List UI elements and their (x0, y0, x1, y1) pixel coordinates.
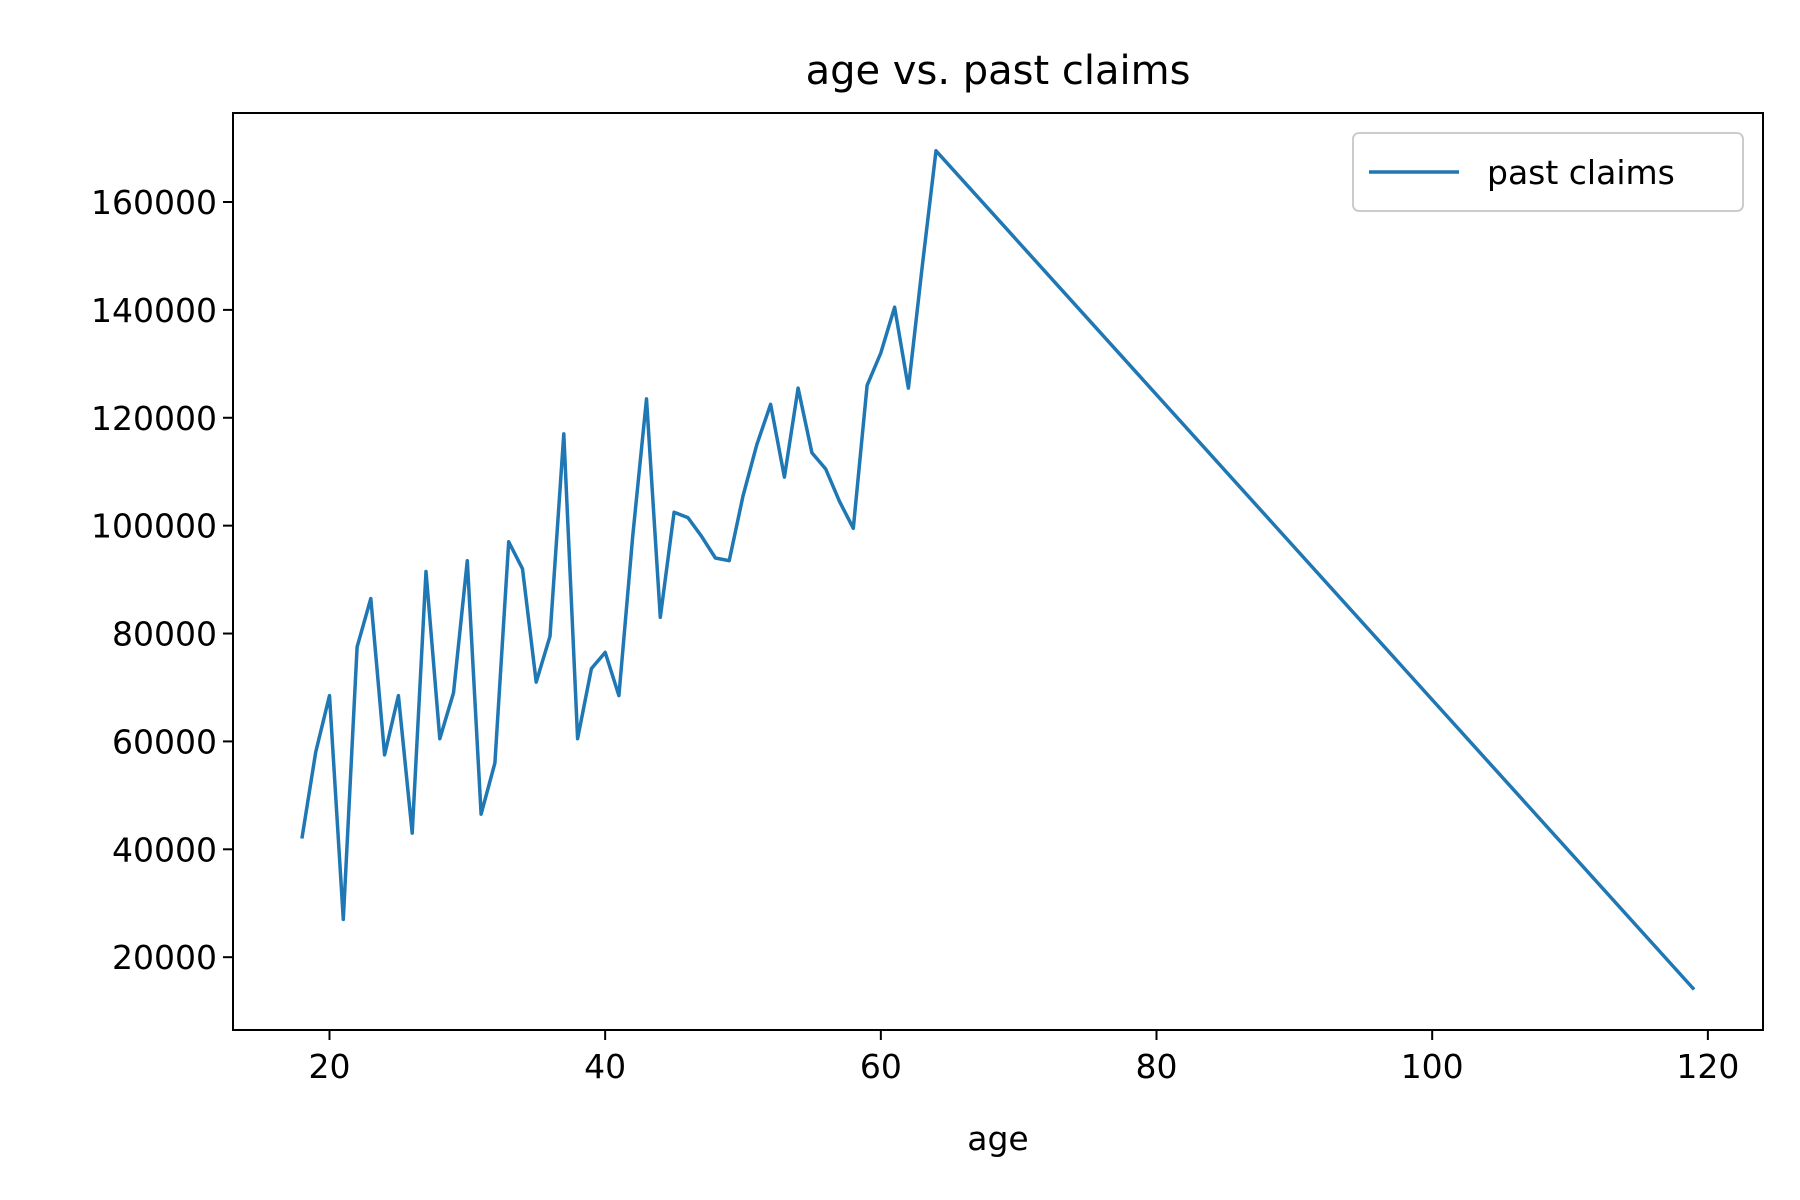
x-tick-label: 80 (1136, 1047, 1178, 1086)
x-tick-label: 120 (1676, 1047, 1739, 1086)
x-tick-label: 100 (1401, 1047, 1464, 1086)
legend-label: past claims (1487, 153, 1675, 192)
y-tick-label: 60000 (112, 722, 217, 761)
legend-box (1352, 132, 1744, 212)
y-tick-label: 40000 (112, 830, 217, 869)
plot-area (300, 149, 1696, 991)
x-axis-title: age (967, 1119, 1028, 1158)
x-tick-label: 60 (860, 1047, 902, 1086)
chart-title: age vs. past claims (806, 48, 1191, 94)
legend: past claims (1352, 132, 1744, 212)
y-axis: 20000 40000 60000 80000 100000 120000 140000 16… (91, 183, 233, 977)
x-tick-label: 40 (584, 1047, 626, 1086)
y-tick-label: 100000 (91, 507, 217, 546)
x-axis: 20 40 60 80 100 120 (308, 1030, 1739, 1086)
series-line (300, 149, 1696, 991)
x-tick-label: 20 (308, 1047, 350, 1086)
y-tick-label: 20000 (112, 938, 217, 977)
y-tick-label: 120000 (91, 399, 217, 438)
y-tick-label: 160000 (91, 183, 217, 222)
plot-frame (232, 112, 1764, 1031)
y-tick-label: 140000 (91, 291, 217, 330)
y-tick-label: 80000 (112, 615, 217, 654)
